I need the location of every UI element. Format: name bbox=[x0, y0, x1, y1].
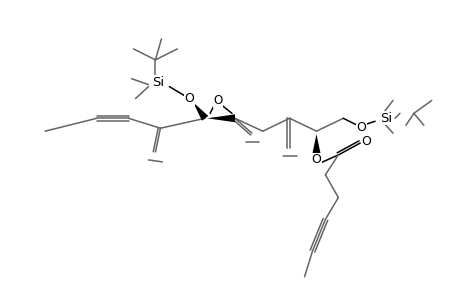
Polygon shape bbox=[207, 114, 235, 122]
Text: O: O bbox=[213, 94, 222, 107]
Polygon shape bbox=[193, 102, 208, 121]
Text: Si: Si bbox=[152, 76, 164, 89]
Text: O: O bbox=[311, 153, 321, 167]
Text: O: O bbox=[360, 135, 370, 148]
Text: O: O bbox=[184, 92, 194, 105]
Text: O: O bbox=[355, 121, 365, 134]
Polygon shape bbox=[312, 134, 320, 153]
Text: Si: Si bbox=[379, 112, 391, 125]
